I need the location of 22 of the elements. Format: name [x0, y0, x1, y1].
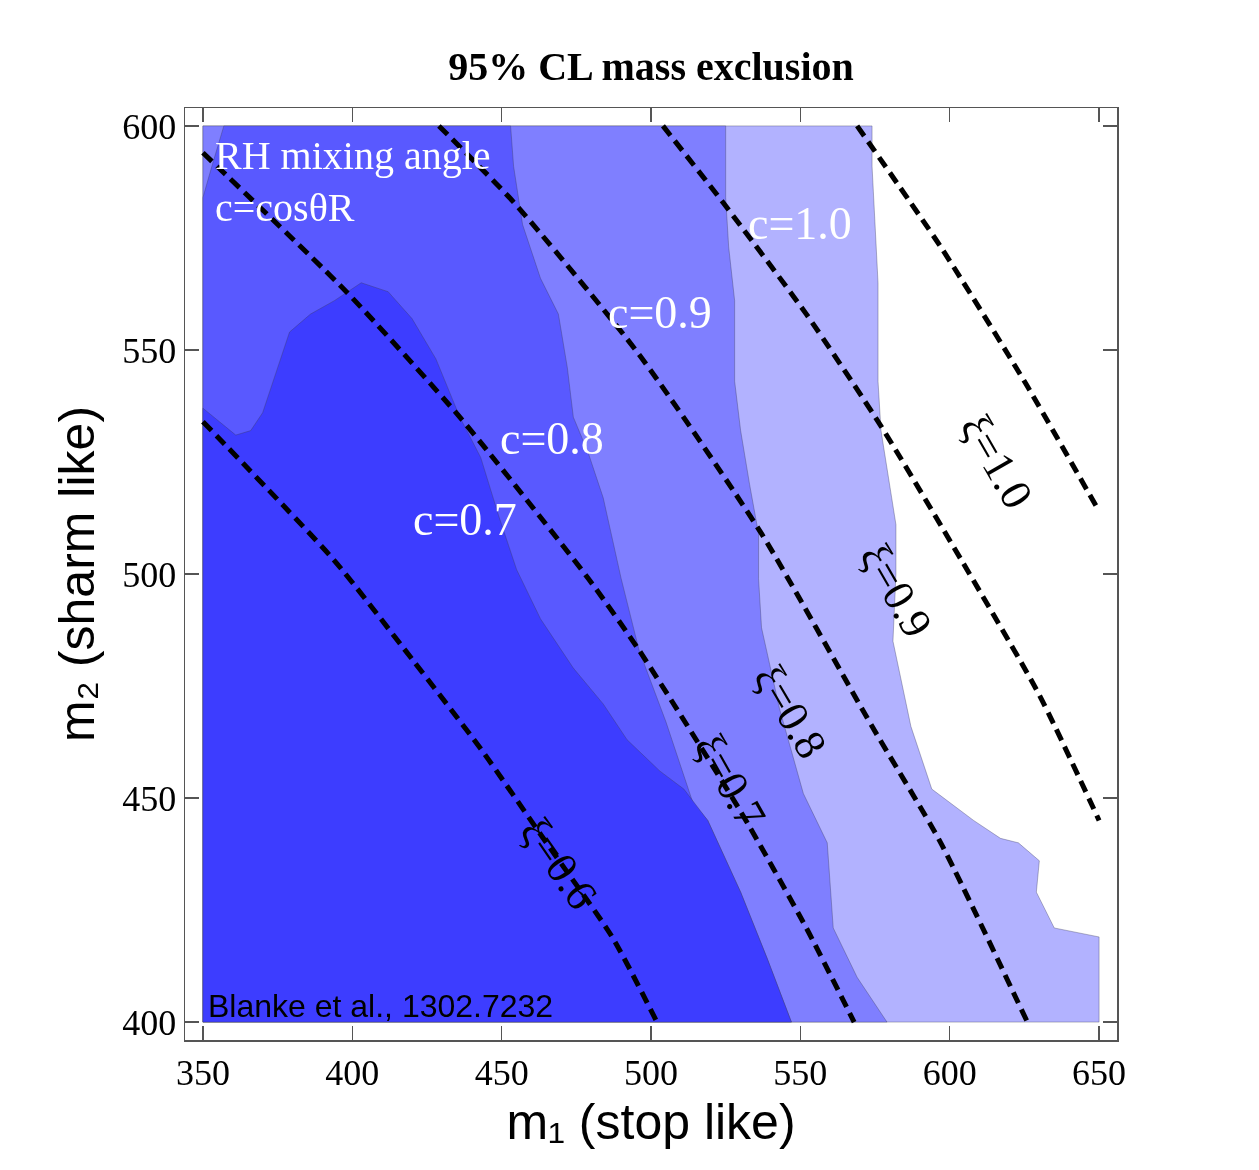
x-tick-label: 450: [474, 1052, 529, 1093]
y-tick-label: 600: [122, 106, 177, 147]
y-tick-label: 400: [122, 1002, 177, 1043]
annotation: Blanke et al., 1302.7232: [208, 988, 554, 1024]
y-axis-title: m₂ (sharm like): [48, 405, 105, 743]
series-label: c=0.9: [608, 287, 712, 338]
series-label: c=0.8: [500, 413, 604, 464]
y-tick-label: 450: [122, 778, 177, 819]
series-label: c=0.7: [413, 494, 517, 545]
x-tick-label: 400: [325, 1052, 380, 1093]
annotation: RH mixing angle c=cosθR: [215, 133, 491, 230]
text: ξ=1.0: [950, 406, 1043, 517]
series-label: c=1.0: [748, 198, 852, 249]
x-tick-label: 350: [175, 1052, 230, 1093]
y-tick-label: 550: [122, 330, 177, 371]
chart-title: 95% CL mass exclusion: [448, 44, 854, 89]
x-tick-label: 600: [922, 1052, 977, 1093]
x-tick-label: 500: [624, 1052, 678, 1093]
x-tick-label: 650: [1072, 1052, 1127, 1093]
y-tick-label: 500: [122, 554, 177, 595]
x-axis-title: m₁ (stop like): [506, 1093, 796, 1150]
x-tick-label: 550: [773, 1052, 828, 1093]
